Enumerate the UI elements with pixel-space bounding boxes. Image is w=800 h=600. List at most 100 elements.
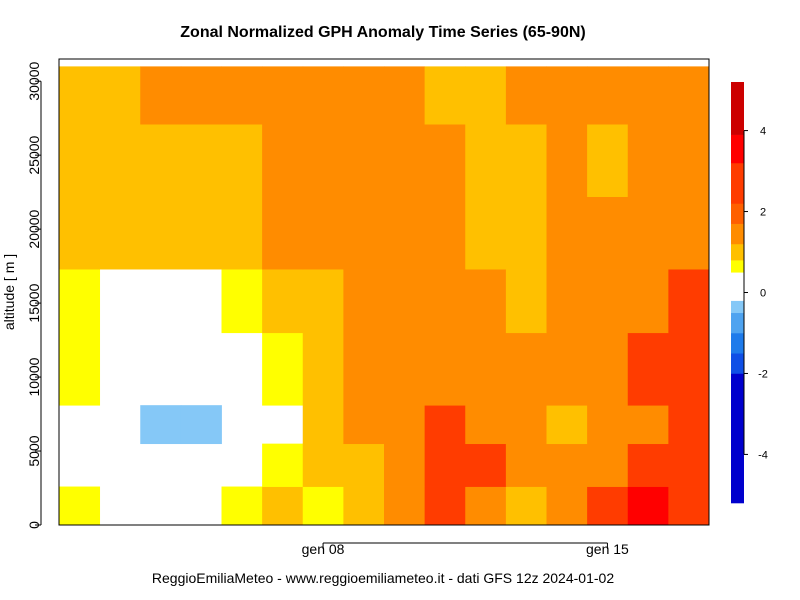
heatmap-cell [302,196,344,270]
legend-tick-label: -4 [758,449,768,461]
heatmap-cell [587,486,629,526]
heatmap-cell [221,486,263,526]
heatmap-cell [546,332,588,406]
heatmap-cell [627,196,669,270]
color-legend: -4 -2 0 2 4 [731,82,768,504]
legend-tick-label: 0 [760,288,766,300]
heatmap-cell [668,405,710,445]
heatmap-cell [627,269,669,334]
heatmap-cell [587,124,629,197]
heatmap-cell [59,196,101,270]
heatmap-cell [384,196,426,270]
heatmap-cell [505,124,547,197]
heatmap-cell [343,269,385,334]
heatmap-cell [424,486,466,526]
heatmap-cell [99,66,141,125]
heatmap-cell [546,405,588,445]
heatmap-cell [587,332,629,406]
heatmap-cell [221,124,263,197]
heatmap-cell [343,332,385,406]
heatmap-cell [302,124,344,197]
heatmap-cell [465,405,507,445]
heatmap-cell [627,486,669,526]
x-axis: gen 08 gen 15 [302,541,629,557]
heatmap-cell [180,405,222,445]
heatmap-cell [546,66,588,125]
heatmap-cell [384,443,426,487]
legend-color-band [731,332,744,354]
heatmap-cell [505,66,547,125]
heatmap-cell [587,196,629,270]
legend-tick-label: -2 [758,368,768,380]
plot-frame [58,58,710,526]
legend-color-band [731,203,744,224]
heatmap-cell [668,269,710,334]
heatmap-cell [140,124,182,197]
y-tick-label: 15000 [26,283,42,322]
heatmap-cell [546,196,588,270]
y-tick-label: 10000 [26,357,42,396]
legend-color-band [731,243,744,261]
heatmap-cells [59,66,710,526]
heatmap-cell [505,405,547,445]
heatmap-cell [221,269,263,334]
legend-color-band [731,82,744,135]
heatmap-cell [424,332,466,406]
heatmap-cell [262,332,304,406]
heatmap-cell [180,66,222,125]
heatmap-cell [668,66,710,125]
heatmap-cell [343,443,385,487]
heatmap-cell [384,124,426,197]
heatmap-cell [505,269,547,334]
heatmap-cell [384,269,426,334]
heatmap-cell [221,66,263,125]
heatmap-cell [262,196,304,270]
heatmap-cell [262,443,304,487]
heatmap-cell [424,196,466,270]
heatmap-cell [424,66,466,125]
heatmap-cell [627,124,669,197]
heatmap-cell [140,66,182,125]
heatmap-cell [384,332,426,406]
heatmap-cell [302,269,344,334]
legend-color-band [731,162,744,204]
heatmap-cell [384,486,426,526]
heatmap-cell [343,124,385,197]
heatmap-cell [262,269,304,334]
heatmap-cell [465,124,507,197]
heatmap-cell [59,124,101,197]
heatmap-cell [668,443,710,487]
heatmap-cell [587,269,629,334]
heatmap-cell [465,486,507,526]
heatmap-cell [140,196,182,270]
x-tick-label: gen 08 [302,541,345,557]
y-axis: 0 5000 10000 15000 20000 25000 30000 [26,62,42,529]
heatmap-cell [343,405,385,445]
legend-tick-label: 2 [760,207,766,219]
legend-color-band [731,260,744,273]
heatmap-cell [546,269,588,334]
legend-color-band [731,223,744,245]
heatmap-cell [262,66,304,125]
heatmap-cell [180,196,222,270]
y-tick-label: 30000 [26,62,42,101]
legend-tick-label: 4 [760,126,766,138]
legend-color-band [731,272,744,301]
legend-color-band [731,353,744,374]
heatmap-cell [343,196,385,270]
legend-color-band [731,312,744,334]
heatmap-cell [465,332,507,406]
heatmap-cell [587,66,629,125]
heatmap-cell [505,486,547,526]
heatmap-cell [505,332,547,406]
heatmap-cell [424,405,466,445]
heatmap-cell [424,443,466,487]
heatmap-cell [546,443,588,487]
heatmap-cell [262,486,304,526]
heatmap-cell [262,124,304,197]
heatmap-cell [302,486,344,526]
legend-color-band [731,134,744,164]
heatmap-cell [587,405,629,445]
chart-title: Zonal Normalized GPH Anomaly Time Series… [180,24,585,41]
